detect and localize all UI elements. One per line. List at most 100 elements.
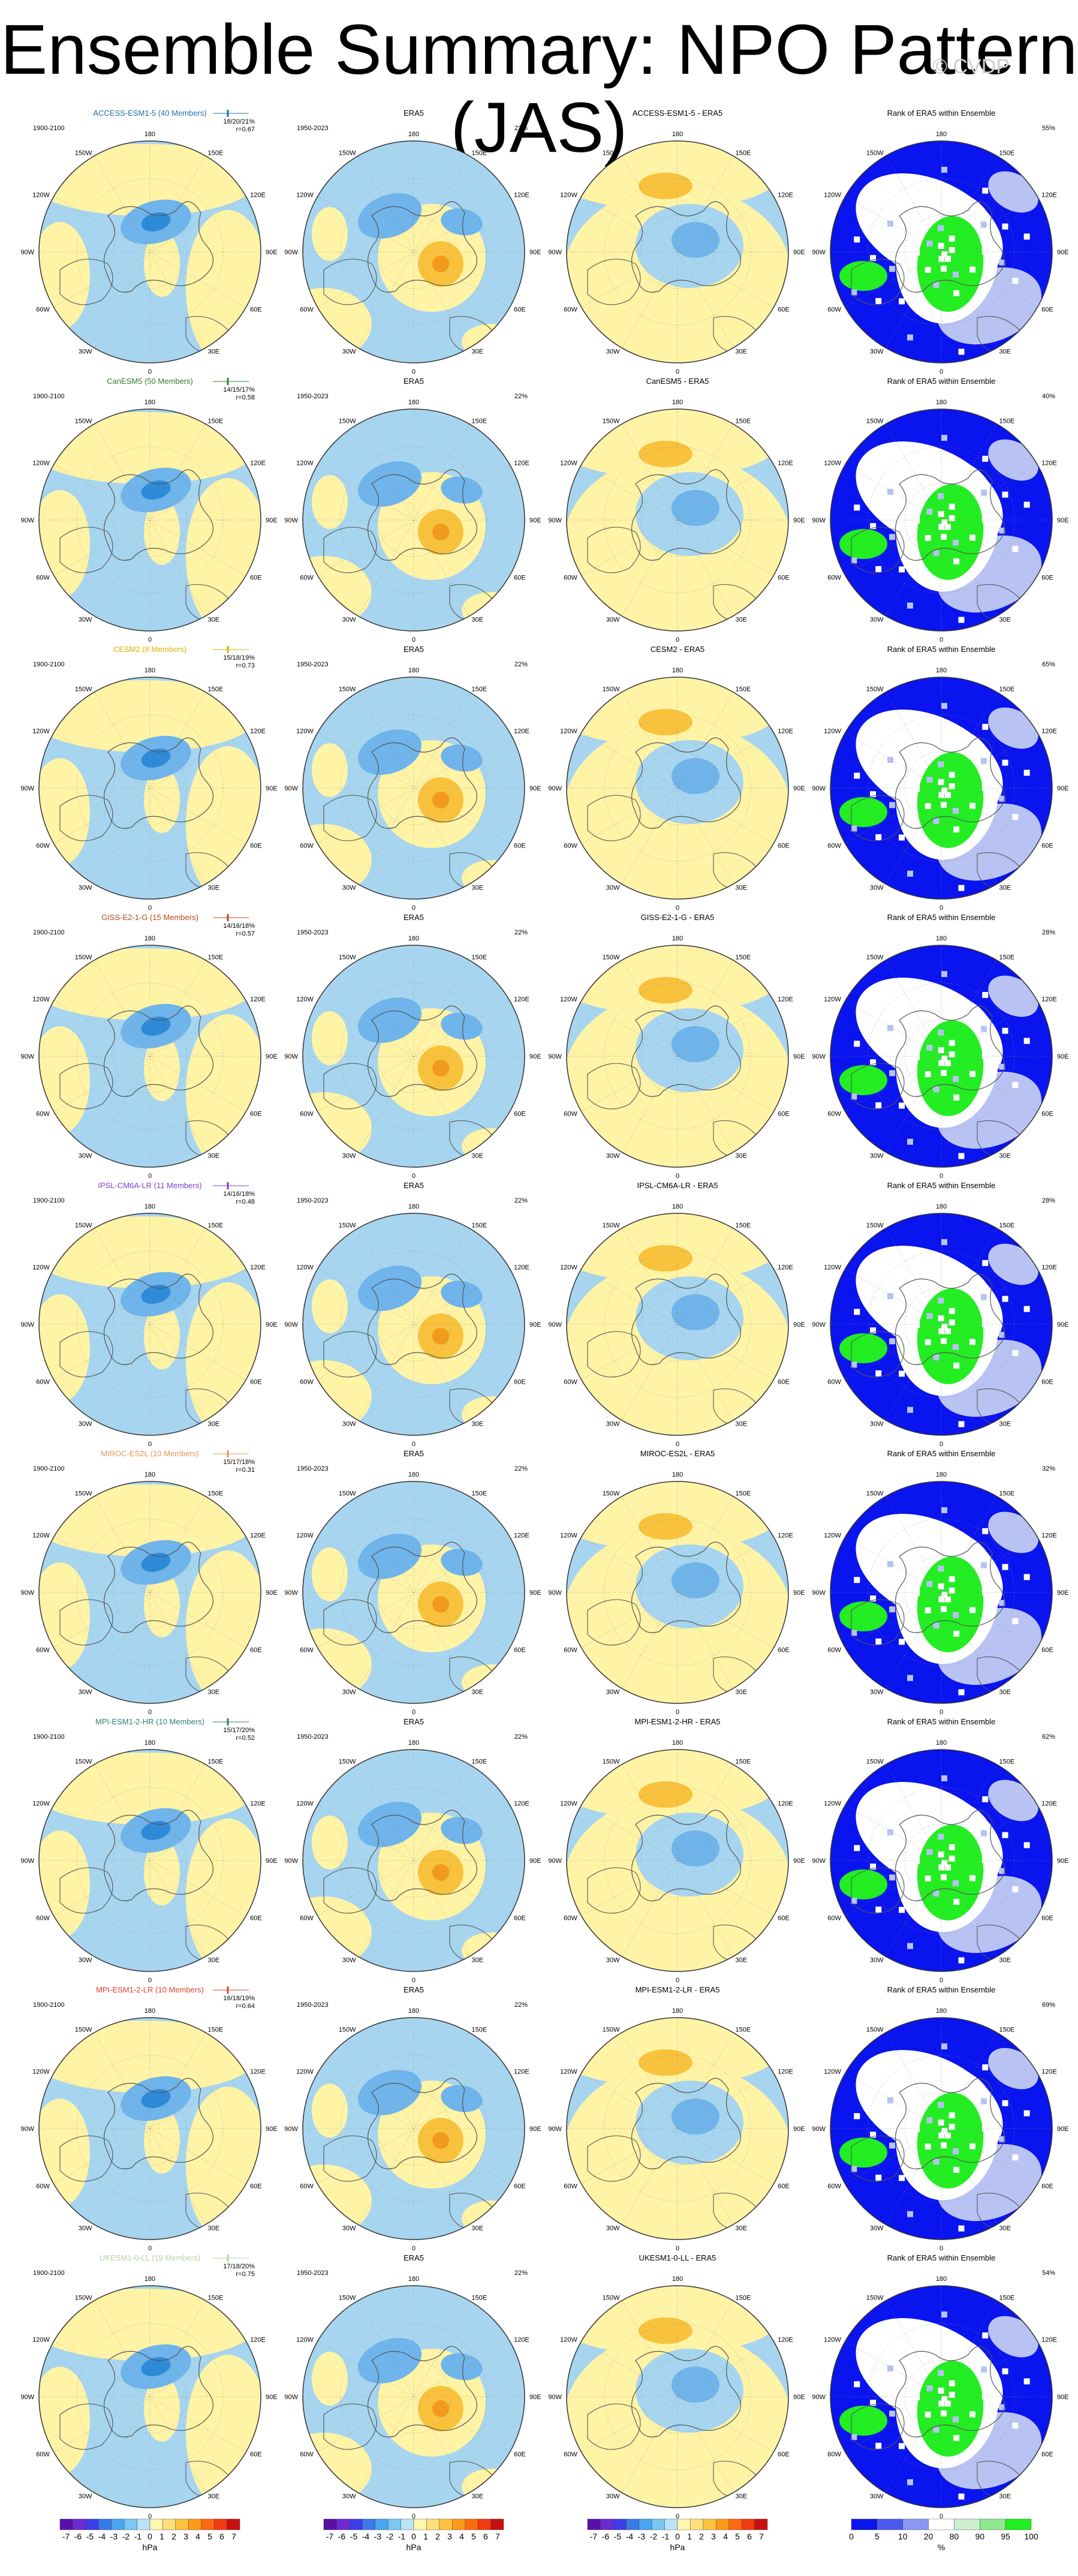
colorbar-tick-label: -1 bbox=[134, 2532, 142, 2541]
rank-pixel bbox=[981, 573, 988, 579]
contour-region bbox=[39, 2289, 258, 2361]
rank-pixel bbox=[926, 1849, 933, 1856]
coastline bbox=[631, 469, 741, 561]
tick-label-left: 60W bbox=[300, 1111, 314, 1118]
rank-pixel bbox=[981, 1053, 988, 1059]
tick-label-left: 120W bbox=[824, 192, 841, 199]
tick-label-right: 60E bbox=[778, 1111, 790, 1118]
rank-pixel bbox=[948, 1319, 955, 1325]
colorbar-cell bbox=[613, 2518, 627, 2530]
rank-pixel bbox=[938, 1328, 945, 1334]
contour-region bbox=[186, 478, 261, 631]
difference-title: IPSL-CM6A-LR - ERA5 bbox=[637, 1181, 718, 1190]
tick-label-left: 90W bbox=[284, 1053, 298, 1060]
rank-pixel bbox=[933, 1622, 940, 1629]
tick-label-right: 150E bbox=[208, 1222, 224, 1230]
tick-label-left: 120W bbox=[296, 2337, 314, 2344]
tick-label-left: 120W bbox=[32, 192, 50, 199]
contour-region bbox=[441, 476, 483, 504]
rank-pixel bbox=[851, 557, 857, 564]
rank-title: Rank of ERA5 within Ensemble bbox=[887, 1985, 996, 1994]
tick-label-right: 150E bbox=[999, 150, 1015, 157]
tick-label-right: 90E bbox=[1057, 2394, 1069, 2401]
tick-label-left: 90W bbox=[548, 1053, 562, 1060]
colorbar-tick-label: 0 bbox=[147, 2532, 152, 2541]
rank-pixel bbox=[916, 1277, 923, 1284]
tick-label-left: 60W bbox=[300, 2451, 314, 2458]
rank-pixel bbox=[1023, 2378, 1030, 2385]
tick-label-right: 30E bbox=[736, 2225, 748, 2232]
rank-map bbox=[830, 1213, 1052, 1435]
rank-pixel bbox=[958, 348, 965, 355]
coastline bbox=[851, 2135, 905, 2182]
tick-label-left: 150W bbox=[603, 150, 620, 157]
rank-pixel bbox=[969, 2411, 976, 2418]
coastline bbox=[323, 1063, 377, 1110]
contour-region bbox=[462, 1932, 522, 1968]
rank-pixel bbox=[914, 785, 920, 792]
colorbar-tick-label: -3 bbox=[110, 2532, 118, 2541]
variance-stats: 14/16/18% bbox=[223, 1191, 255, 1198]
rank-pixel bbox=[1023, 1038, 1030, 1044]
model-map bbox=[39, 677, 261, 899]
coastline bbox=[323, 1599, 377, 1646]
rank-pixel bbox=[981, 2393, 988, 2400]
colorbar-cell bbox=[426, 2518, 440, 2530]
tick-label-bottom: 0 bbox=[148, 904, 152, 912]
map-border bbox=[830, 2285, 1053, 2508]
tick-label-left: 30W bbox=[79, 348, 92, 355]
rank-pixel bbox=[916, 1009, 923, 1015]
tick-label-bottom: 0 bbox=[148, 2245, 152, 2252]
tick-label-left: 90W bbox=[548, 1589, 562, 1597]
contour-region bbox=[303, 1360, 372, 1432]
rank-pixel bbox=[958, 1421, 965, 1427]
era5-title: ERA5 bbox=[404, 913, 424, 922]
rank-pixel bbox=[941, 2396, 948, 2403]
coastline bbox=[587, 258, 641, 305]
rank-pixel bbox=[938, 1297, 944, 1304]
rank-pixel bbox=[889, 1070, 896, 1077]
contour-region bbox=[432, 1596, 449, 1613]
tick-label-right: 60E bbox=[1041, 2183, 1053, 2190]
diff-map bbox=[567, 1750, 788, 1971]
graticule bbox=[94, 1764, 206, 1957]
coastline bbox=[104, 2078, 213, 2169]
tick-label-bottom: 0 bbox=[940, 368, 943, 375]
coastline bbox=[323, 258, 377, 305]
tick-label-right: 150E bbox=[736, 2295, 751, 2302]
coastline bbox=[59, 1063, 113, 1110]
era5-variance: 22% bbox=[514, 393, 528, 400]
rank-pixel bbox=[907, 2211, 913, 2217]
tick-label-right: 90E bbox=[1057, 1321, 1069, 1328]
page-title: Ensemble Summary: NPO Pattern (JAS) bbox=[0, 10, 1078, 167]
rank-pixel bbox=[948, 247, 955, 253]
rank-pixel bbox=[980, 489, 987, 496]
coastline bbox=[851, 1599, 905, 1646]
tick-label-top: 180 bbox=[936, 131, 947, 138]
rank-map bbox=[830, 677, 1052, 899]
rank-pixel bbox=[941, 2312, 947, 2318]
tick-label-right: 60E bbox=[250, 575, 262, 582]
rank-pixel bbox=[851, 2166, 857, 2172]
rank-pixel bbox=[938, 2387, 944, 2394]
map-border bbox=[566, 1213, 789, 1436]
tick-label-left: 30W bbox=[79, 2225, 92, 2232]
rank-pixel bbox=[981, 1321, 988, 1327]
tick-label-top: 180 bbox=[672, 667, 683, 674]
colorbar-tick-label: 3 bbox=[183, 2532, 188, 2541]
contour-region bbox=[141, 212, 171, 232]
rank-pixel bbox=[870, 1595, 877, 1602]
colorbar-tick-label: 20 bbox=[924, 2532, 934, 2541]
tick-label-right: 60E bbox=[250, 1379, 262, 1386]
colorbar-tick-label: 7 bbox=[759, 2532, 764, 2541]
rank-pixel bbox=[899, 1639, 905, 1645]
contour-region bbox=[988, 2316, 1038, 2358]
colorbar-cell bbox=[85, 2518, 99, 2530]
map-border bbox=[830, 408, 1053, 632]
tick-label-right: 150E bbox=[999, 2027, 1015, 2034]
era5-map bbox=[303, 1481, 525, 1703]
graticule bbox=[581, 1269, 774, 1380]
contour-region bbox=[39, 1484, 258, 1556]
tick-label-right: 60E bbox=[778, 1915, 790, 1922]
difference-title: CESM2 - ERA5 bbox=[651, 645, 704, 654]
